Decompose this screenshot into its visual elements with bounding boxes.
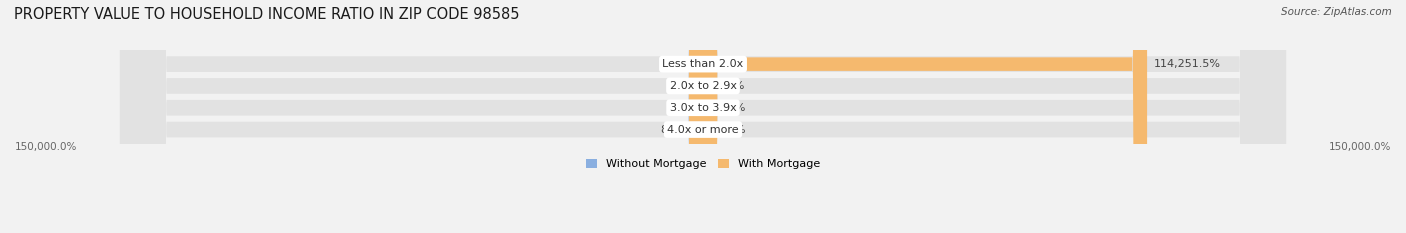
FancyBboxPatch shape — [120, 0, 1286, 233]
Text: 114,251.5%: 114,251.5% — [1154, 59, 1220, 69]
Text: 6.0%: 6.0% — [668, 59, 696, 69]
FancyBboxPatch shape — [120, 0, 1286, 233]
FancyBboxPatch shape — [689, 0, 717, 233]
FancyBboxPatch shape — [120, 0, 1286, 233]
FancyBboxPatch shape — [689, 0, 717, 233]
Text: 4.0x or more: 4.0x or more — [668, 125, 738, 134]
Text: 150,000.0%: 150,000.0% — [1329, 142, 1391, 152]
FancyBboxPatch shape — [689, 0, 717, 233]
FancyBboxPatch shape — [689, 0, 717, 233]
Text: PROPERTY VALUE TO HOUSEHOLD INCOME RATIO IN ZIP CODE 98585: PROPERTY VALUE TO HOUSEHOLD INCOME RATIO… — [14, 7, 520, 22]
Text: 86.2%: 86.2% — [661, 125, 696, 134]
Text: Source: ZipAtlas.com: Source: ZipAtlas.com — [1281, 7, 1392, 17]
Text: 3.0x to 3.9x: 3.0x to 3.9x — [669, 103, 737, 113]
FancyBboxPatch shape — [120, 0, 1286, 233]
Text: 7.8%: 7.8% — [668, 103, 696, 113]
FancyBboxPatch shape — [703, 0, 1147, 233]
Legend: Without Mortgage, With Mortgage: Without Mortgage, With Mortgage — [582, 155, 824, 174]
Text: 45.6%: 45.6% — [710, 103, 745, 113]
Text: 0.0%: 0.0% — [668, 81, 696, 91]
Text: 150,000.0%: 150,000.0% — [15, 142, 77, 152]
Text: Less than 2.0x: Less than 2.0x — [662, 59, 744, 69]
Text: 2.0x to 2.9x: 2.0x to 2.9x — [669, 81, 737, 91]
FancyBboxPatch shape — [689, 0, 717, 233]
Text: 43.7%: 43.7% — [710, 125, 745, 134]
Text: 10.7%: 10.7% — [710, 81, 745, 91]
FancyBboxPatch shape — [689, 0, 717, 233]
